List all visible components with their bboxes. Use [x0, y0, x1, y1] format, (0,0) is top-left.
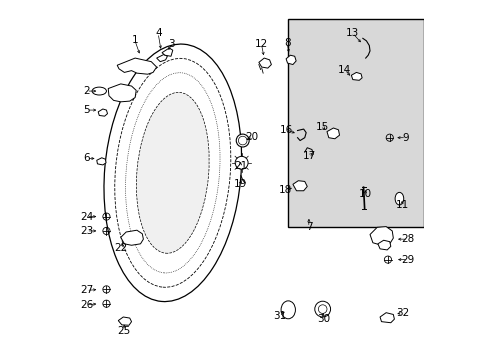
Circle shape [318, 305, 326, 314]
Polygon shape [351, 72, 362, 80]
Polygon shape [108, 84, 136, 102]
Text: 9: 9 [402, 133, 408, 143]
Text: 32: 32 [395, 309, 408, 318]
Text: 27: 27 [80, 285, 93, 296]
Circle shape [236, 134, 249, 147]
Polygon shape [118, 317, 131, 325]
Text: 13: 13 [345, 28, 358, 38]
Polygon shape [326, 128, 339, 139]
Polygon shape [98, 109, 107, 116]
Ellipse shape [115, 58, 230, 287]
Ellipse shape [92, 87, 106, 95]
Ellipse shape [394, 192, 403, 205]
Text: 14: 14 [337, 64, 350, 75]
Text: 15: 15 [315, 122, 328, 132]
Polygon shape [162, 48, 172, 56]
Ellipse shape [136, 93, 209, 253]
Text: 16: 16 [280, 125, 293, 135]
Polygon shape [377, 240, 390, 250]
Text: 24: 24 [80, 212, 93, 221]
Polygon shape [117, 58, 156, 74]
Polygon shape [97, 158, 106, 165]
Text: 26: 26 [80, 300, 93, 310]
Text: 12: 12 [255, 39, 268, 49]
Circle shape [314, 301, 330, 317]
Text: 5: 5 [83, 105, 90, 115]
Ellipse shape [125, 73, 220, 273]
Text: 19: 19 [233, 179, 246, 189]
Text: 31: 31 [272, 311, 285, 321]
Text: 10: 10 [358, 189, 371, 199]
Polygon shape [258, 58, 271, 68]
Text: 25: 25 [118, 325, 131, 336]
Text: 3: 3 [167, 39, 174, 49]
Polygon shape [156, 54, 167, 62]
Text: 2: 2 [83, 86, 90, 96]
Polygon shape [121, 230, 143, 245]
Circle shape [238, 136, 246, 145]
Text: 17: 17 [302, 150, 315, 161]
Polygon shape [369, 226, 392, 245]
Text: 18: 18 [279, 185, 292, 195]
FancyBboxPatch shape [287, 19, 423, 226]
Circle shape [235, 156, 247, 169]
Text: 30: 30 [316, 314, 329, 324]
Text: 1: 1 [132, 35, 138, 45]
Text: 21: 21 [234, 161, 247, 171]
Text: 8: 8 [284, 38, 290, 48]
Ellipse shape [104, 44, 241, 302]
Text: 7: 7 [305, 222, 312, 232]
Text: 29: 29 [400, 255, 413, 265]
Text: 22: 22 [114, 243, 127, 253]
Text: 11: 11 [395, 200, 408, 210]
Text: 28: 28 [400, 234, 413, 244]
Text: 6: 6 [83, 153, 90, 163]
Polygon shape [292, 181, 306, 191]
Polygon shape [285, 55, 296, 64]
Polygon shape [379, 313, 394, 323]
Text: 23: 23 [80, 226, 93, 236]
Text: 4: 4 [155, 28, 162, 38]
Text: 20: 20 [244, 132, 258, 142]
Ellipse shape [281, 301, 295, 319]
